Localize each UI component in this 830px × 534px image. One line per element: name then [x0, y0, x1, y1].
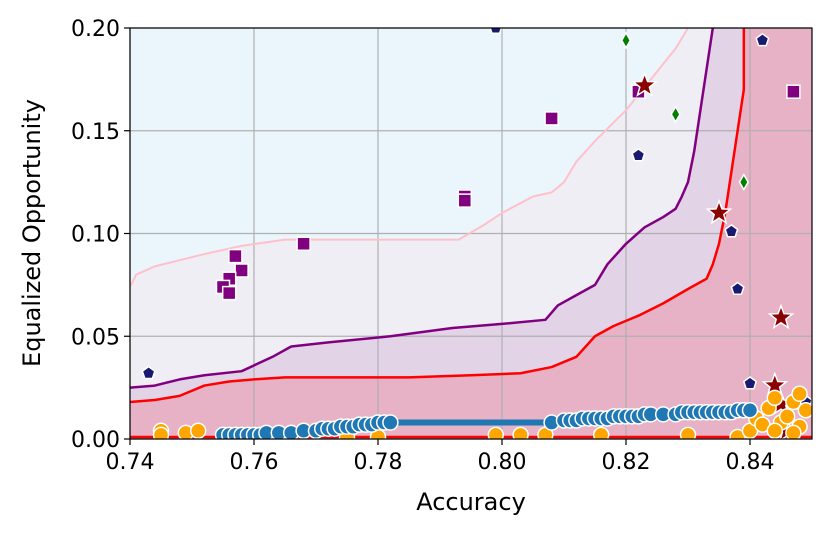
- square-point-0-8: [544, 111, 559, 126]
- y-tick-label-0: 0.00: [71, 428, 120, 453]
- scatter-markers: [141, 28, 812, 439]
- pentagon-point-1-3: [724, 223, 739, 238]
- circle-point-5-53: [741, 401, 759, 419]
- y-tick-label-4: 0.20: [71, 17, 120, 42]
- circle-point-4-8: [512, 426, 529, 439]
- y-tick-label-1: 0.05: [71, 325, 120, 350]
- line-2: [130, 28, 715, 389]
- x-axis-ticks: 0.74 0.76 0.78 0.80 0.82 0.84: [106, 439, 775, 475]
- pentagon-point-1-6: [755, 32, 770, 47]
- y-tick-label-2: 0.10: [71, 223, 120, 248]
- circle-point-5-23: [382, 414, 399, 431]
- y-tick-label-3: 0.15: [71, 120, 120, 145]
- diamond-point-2-0: [620, 31, 632, 50]
- circle-point-4-17: [766, 389, 784, 407]
- y-axis-ticks: 0.00 0.05 0.10 0.15 0.20: [71, 17, 130, 453]
- x-axis-label: Accuracy: [416, 488, 526, 516]
- square-point-0-10: [786, 84, 801, 99]
- circle-point-4-25: [766, 422, 784, 439]
- pentagon-point-1-4: [730, 281, 745, 295]
- square-point-0-5: [296, 236, 311, 252]
- star-point-3-2: [767, 303, 795, 330]
- x-tick-label-4: 0.82: [602, 450, 651, 475]
- diamond-point-2-1: [670, 105, 681, 124]
- star-point-3-0: [631, 71, 659, 97]
- circle-point-4-1: [152, 426, 170, 439]
- circle-point-4-11: [679, 426, 697, 439]
- x-tick-label-3: 0.80: [478, 450, 527, 475]
- pentagon-point-1-0: [141, 365, 156, 380]
- circle-point-4-7: [487, 426, 505, 439]
- circle-point-4-10: [592, 426, 610, 439]
- square-point-0-1: [234, 263, 249, 278]
- square-point-0-0: [228, 248, 243, 264]
- x-tick-label-5: 0.84: [726, 450, 775, 475]
- circle-point-4-24: [785, 424, 802, 439]
- line-1: [130, 28, 689, 288]
- pentagon-point-1-1: [489, 28, 503, 35]
- circle-point-4-3: [189, 422, 207, 439]
- square-point-0-4: [221, 285, 237, 301]
- x-tick-label-1: 0.76: [230, 450, 279, 475]
- diamond-point-2-2: [738, 173, 749, 192]
- circle-point-4-19: [778, 408, 796, 425]
- circle-point-4-21: [791, 385, 808, 403]
- star-point-3-1: [705, 198, 733, 225]
- square-point-0-7: [457, 193, 473, 208]
- circle-point-4-23: [797, 401, 812, 419]
- x-tick-label-0: 0.74: [106, 450, 155, 475]
- pentagon-point-1-2: [631, 147, 646, 162]
- pentagon-point-1-5: [742, 376, 758, 390]
- x-tick-label-2: 0.78: [354, 450, 403, 475]
- y-axis-label: Equalized Opportunity: [18, 99, 46, 367]
